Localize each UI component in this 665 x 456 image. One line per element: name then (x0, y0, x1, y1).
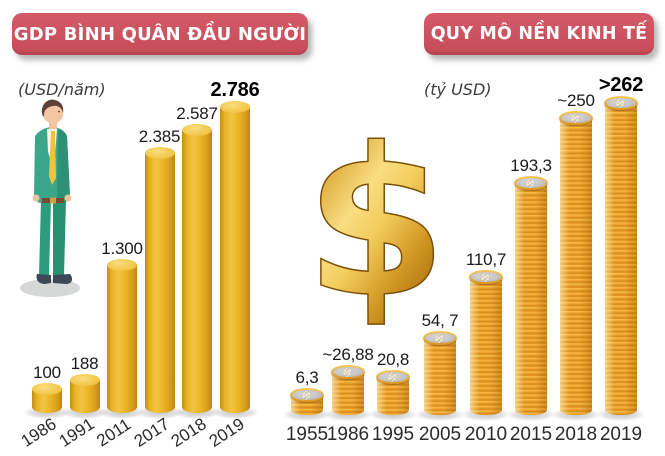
bar-year-label: 2011 (93, 414, 135, 451)
businessman-illustration (20, 99, 80, 297)
bar-shadow (174, 406, 220, 419)
coin-face: $ (378, 372, 408, 382)
bar-year-label: 1986 (17, 414, 60, 451)
stack-shadow (416, 408, 464, 421)
stack-shadow (283, 408, 331, 421)
left-chart-title-badge: GDP BÌNH QUÂN ĐẦU NGƯỜI (12, 13, 308, 55)
bar-shadow (99, 406, 145, 419)
coin-top: $ (331, 365, 365, 379)
coin-dollar-icon: $ (299, 390, 315, 400)
coin-stack (332, 372, 364, 415)
stack-shadow (597, 408, 645, 421)
bar-cylinder-top (144, 147, 175, 159)
coin-stack (424, 338, 456, 415)
coin-top: $ (604, 96, 638, 110)
bar-cylinder (69, 380, 100, 413)
stack-shadow (324, 408, 372, 421)
bar-cylinder (220, 107, 250, 413)
coin-face: $ (471, 272, 501, 282)
coin-dollar-icon: $ (340, 367, 356, 377)
stack-value-label: >262 (598, 74, 644, 96)
coin-dollar-icon: $ (478, 272, 494, 282)
stack-value-label: 110,7 (465, 250, 507, 269)
stack-value-label: 6,3 (295, 368, 319, 387)
coin-face: $ (516, 178, 546, 188)
coin-stack (515, 183, 547, 415)
bar-cylinder-top (69, 374, 100, 386)
coin-top: $ (559, 111, 593, 125)
coin-stack (560, 118, 592, 415)
stack-year-label: 2018 (554, 424, 598, 445)
bar-shadow (212, 406, 258, 419)
coin-face: $ (561, 113, 591, 123)
stack-shadow (507, 408, 555, 421)
stack-year-label: 1995 (371, 424, 415, 445)
stack-value-label: 20,8 (376, 350, 410, 369)
bar-value-label: 2.786 (210, 79, 260, 101)
bar-shadow (24, 406, 70, 419)
bar-cylinder-top (182, 124, 212, 136)
stack-year-label: 2005 (418, 424, 462, 445)
stack-value-label: ~250 (557, 91, 595, 110)
bar-value-label: 100 (33, 363, 61, 382)
coin-top: $ (290, 388, 324, 402)
coin-dollar-icon: $ (432, 333, 448, 343)
stack-year-label: 2010 (464, 424, 508, 445)
stack-year-label: 1986 (326, 424, 370, 445)
bar-year-label: 2018 (167, 414, 210, 451)
stack-year-label: 1955 (285, 424, 329, 445)
coin-top: $ (376, 370, 410, 384)
bar-value-label: 188 (70, 354, 99, 373)
stack-shadow (462, 408, 510, 421)
stack-value-label: 193,3 (510, 156, 552, 175)
left-chart-title: GDP BÌNH QUÂN ĐẦU NGƯỜI (13, 23, 307, 45)
coin-face: $ (425, 333, 455, 343)
bar-shadow (61, 406, 108, 419)
coin-dollar-icon: $ (613, 98, 629, 108)
bar-year-label: 2017 (130, 414, 173, 451)
bar-shadow (136, 406, 183, 419)
bar-cylinder-top (220, 101, 250, 113)
bar-cylinder-top (32, 383, 62, 395)
bar-cylinder (32, 389, 62, 413)
bar-value-label: 2.587 (176, 104, 218, 123)
stack-shadow (552, 408, 600, 421)
bar-cylinder (107, 265, 137, 413)
bar-cylinder (144, 153, 175, 413)
bar-year-label: 2019 (205, 414, 248, 451)
stack-value-label: ~26,88 (322, 345, 374, 364)
coin-stack (605, 103, 637, 415)
coin-face: $ (333, 367, 363, 377)
coin-dollar-icon: $ (385, 372, 401, 382)
coin-stack (377, 377, 409, 415)
right-chart-unit: (tỷ USD) (424, 80, 492, 99)
right-chart-title: QUY MÔ NỀN KINH TẾ (430, 24, 648, 44)
coin-dollar-icon: $ (568, 113, 584, 123)
dollar-glyph: $ (305, 122, 448, 327)
bar-year-label: 1991 (55, 414, 98, 451)
coin-face: $ (292, 390, 322, 400)
dollar-sign-illustration: $ (304, 122, 448, 327)
stack-shadow (369, 408, 417, 421)
stack-year-label: 2015 (509, 424, 553, 445)
coin-dollar-icon: $ (523, 178, 539, 188)
left-chart-unit: (USD/năm) (18, 80, 106, 99)
coin-stack (291, 395, 323, 415)
bar-value-label: 2.385 (138, 127, 181, 146)
coin-top: $ (514, 176, 548, 190)
right-chart-title-badge: QUY MÔ NỀN KINH TẾ (424, 13, 654, 55)
bar-cylinder-top (107, 259, 137, 271)
coin-top: $ (469, 270, 503, 284)
coin-top: $ (423, 331, 457, 345)
stack-year-label: 2019 (599, 424, 643, 445)
coin-stack (470, 277, 502, 415)
bar-cylinder (182, 130, 212, 413)
coin-face: $ (606, 98, 636, 108)
